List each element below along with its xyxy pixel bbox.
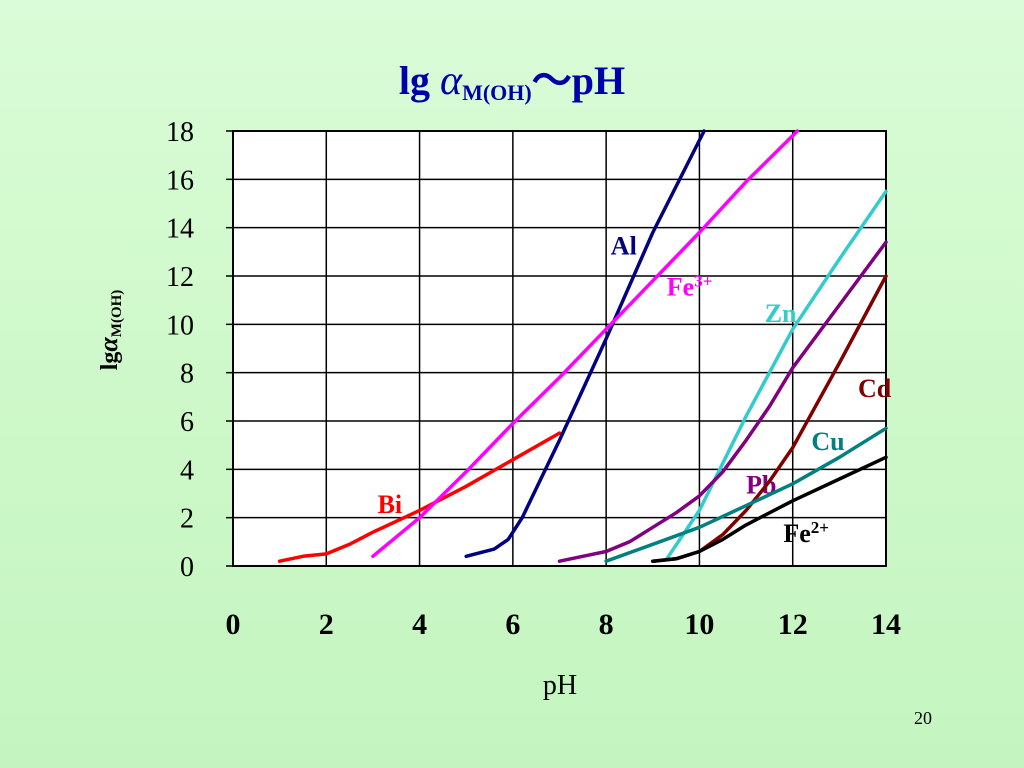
x-tick-label: 12 [778,608,808,641]
y-tick-label: 6 [180,407,194,438]
series-label-bi: Bi [378,490,403,519]
x-tick-label: 2 [319,608,334,641]
y-tick-label: 8 [180,359,194,390]
y-tick-label: 10 [166,310,194,341]
x-tick-label: 8 [599,608,614,641]
series-label-fe3plus: Fe3+ [667,271,713,301]
x-tick-label: 4 [412,608,427,641]
y-tick-label: 12 [166,262,194,293]
y-tick-label: 14 [166,214,194,245]
y-tick-label: 2 [180,504,194,535]
series-line-pb [557,240,888,563]
plot-border [232,130,887,567]
chart-title: lg αM(OH)～pH [0,48,1024,106]
series-line-cu [604,426,888,563]
title-suffix: ～pH [531,58,626,103]
y-tick-label: 16 [166,165,194,196]
series-label-cu: Cu [811,427,844,456]
title-subscript: M(OH) [462,80,532,105]
series-line-al [464,129,706,559]
x-tick-label: 14 [871,608,901,641]
y-axis-label: lgαM(OH) [94,290,126,371]
x-tick-label: 0 [226,608,241,641]
plot-area [233,131,886,566]
x-tick-label: 10 [684,608,714,641]
y-axis-label-subscript: M(OH) [109,289,125,338]
page-number: 20 [914,708,932,728]
series-line-bi [277,431,562,563]
series-label-zn: Zn [765,299,797,328]
title-alpha: α [440,58,463,104]
y-tick-label: 18 [166,117,194,148]
x-axis-label: pH [542,670,578,701]
series-line-zn [665,189,888,561]
series-label-cd: Cd [858,374,892,403]
series-line-fe3plus [371,129,800,559]
y-tick-label: 0 [180,552,194,583]
series-label-fe2plus: Fe2+ [783,518,829,548]
y-tick-label: 4 [180,455,194,486]
title-prefix: lg [398,58,441,103]
series-line-fe2plus [651,455,888,563]
y-axis-label-prefix: lg [97,351,123,371]
y-axis-label-alpha: α [94,337,123,352]
series-label-al: Al [611,231,637,260]
x-tick-label: 6 [505,608,520,641]
